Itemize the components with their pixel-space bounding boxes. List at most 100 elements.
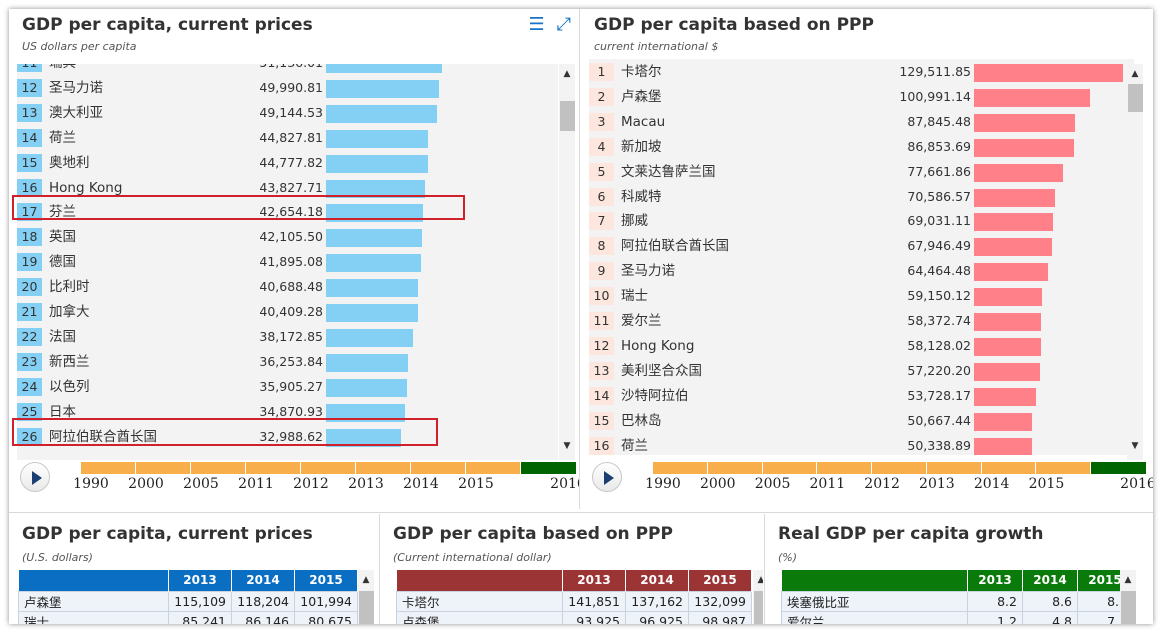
list-item[interactable]: 8 阿拉伯联合酋长国 67,946.49 <box>589 235 1134 259</box>
table-row[interactable]: 瑞士 85,241 86,146 80,675 <box>18 610 358 624</box>
scroll-up-icon[interactable]: ▲ <box>1131 69 1139 79</box>
table-scrollbar[interactable]: ▲ <box>358 570 374 624</box>
timeline-segment[interactable] <box>466 462 521 474</box>
scroll-up-icon[interactable]: ▲ <box>362 575 370 585</box>
list-item[interactable]: 12 Hong Kong 58,128.02 <box>589 335 1134 359</box>
year-column-header[interactable]: 2015 <box>294 570 358 591</box>
timeline-segment[interactable] <box>356 462 411 474</box>
year-column-header[interactable]: 2014 <box>1022 570 1078 591</box>
year-column-header[interactable]: 2013 <box>562 570 626 591</box>
list-item[interactable]: 20 比利时 40,688.48 <box>17 276 558 300</box>
list-item[interactable]: 21 加拿大 40,409.28 <box>17 301 558 325</box>
list-item[interactable]: 14 沙特阿拉伯 53,728.17 <box>589 385 1134 409</box>
list-item[interactable]: 4 新加坡 86,853.69 <box>589 136 1134 160</box>
timeline-year-label[interactable]: 2005 <box>754 476 791 492</box>
table-scrollbar[interactable]: ▲ <box>753 570 763 624</box>
timeline-year-label[interactable]: 2000 <box>699 476 736 492</box>
timeline-year-label[interactable]: 2011 <box>809 476 846 492</box>
year-column-header[interactable]: 2015 <box>688 570 752 591</box>
timeline-segment[interactable] <box>246 462 301 474</box>
list-item[interactable]: 26 阿拉伯联合酋长国 32,988.62 <box>17 426 558 450</box>
timeline-segment[interactable] <box>817 462 873 474</box>
list-item[interactable]: 11 爱尔兰 58,372.74 <box>589 310 1134 334</box>
scroll-up-icon[interactable]: ▲ <box>563 69 571 79</box>
timeline-year-label[interactable]: 2013 <box>919 476 955 492</box>
timeline-segment[interactable] <box>81 462 136 474</box>
scroll-thumb[interactable] <box>359 591 374 624</box>
fullscreen-icon[interactable]: ⤢ <box>556 14 571 35</box>
timeline-segment[interactable] <box>653 462 708 474</box>
table-row[interactable]: 卢森堡 93,925 96,925 98,987 <box>396 610 752 624</box>
table-row[interactable]: 埃塞俄比亚 8.2 8.6 8.5 <box>781 590 1133 612</box>
timeline-year-label[interactable]: 2014 <box>973 476 1010 492</box>
timeline-year-label[interactable]: 2012 <box>293 476 329 492</box>
list-item[interactable]: 11 瑞典 51,136.01 <box>17 64 558 76</box>
play-icon[interactable] <box>20 462 50 492</box>
scroll-down-icon[interactable]: ▼ <box>563 441 571 451</box>
list-item[interactable]: 3 Macau 87,845.48 <box>589 111 1134 135</box>
timeline-year-label[interactable]: 2005 <box>183 476 219 492</box>
list-item[interactable]: 18 英国 42,105.50 <box>17 226 558 250</box>
list-item[interactable]: 22 法国 38,172.85 <box>17 326 558 350</box>
year-column-header[interactable]: 2013 <box>168 570 232 591</box>
list-item[interactable]: 19 德国 41,895.08 <box>17 251 558 275</box>
timeline-segment[interactable] <box>301 462 356 474</box>
table-row[interactable]: 卡塔尔 141,851 137,162 132,099 <box>396 590 752 612</box>
timeline-year-label[interactable]: 2012 <box>864 476 900 492</box>
scroll-thumb[interactable] <box>1128 84 1143 112</box>
scroll-thumb[interactable] <box>560 101 575 131</box>
timeline-year-label[interactable]: 2015 <box>1028 476 1065 492</box>
scroll-thumb[interactable] <box>754 591 763 624</box>
list-item[interactable]: 23 新西兰 36,253.84 <box>17 351 558 375</box>
timeline-year-label[interactable]: 2016 <box>1120 476 1153 492</box>
timeline-segment[interactable] <box>1091 462 1146 474</box>
list-item[interactable]: 9 圣马力诺 64,464.48 <box>589 260 1134 284</box>
list-item[interactable]: 13 美利坚合众国 57,220.20 <box>589 360 1134 384</box>
scroll-up-icon[interactable]: ▲ <box>1124 575 1132 585</box>
timeline-year-label[interactable]: 2015 <box>458 476 494 492</box>
timeline-segment[interactable] <box>872 462 927 474</box>
list-item[interactable]: 13 澳大利亚 49,144.53 <box>17 102 558 126</box>
timeline-year-label[interactable]: 2016 <box>550 476 579 492</box>
list-item[interactable]: 16 荷兰 50,338.89 <box>589 435 1134 455</box>
list-item[interactable]: 6 科威特 70,586.57 <box>589 186 1134 210</box>
list-item[interactable]: 1 卡塔尔 129,511.85 <box>589 61 1134 85</box>
play-icon[interactable] <box>592 462 622 492</box>
list-item[interactable]: 14 荷兰 44,827.81 <box>17 127 558 151</box>
timeline-year-label[interactable]: 2014 <box>403 476 439 492</box>
timeline-segment[interactable] <box>136 462 191 474</box>
timeline-year-label[interactable]: 2000 <box>128 476 164 492</box>
list-item[interactable]: 10 瑞士 59,150.12 <box>589 285 1134 309</box>
list-item[interactable]: 15 巴林岛 50,667.44 <box>589 410 1134 434</box>
timeline-segment[interactable] <box>762 462 818 474</box>
scroll-thumb[interactable] <box>1121 591 1136 624</box>
ranking-list[interactable]: 1 卡塔尔 129,511.85 2 卢森堡 100,991.14 3 Macau 87,845… <box>589 59 1134 455</box>
table-row[interactable]: 爱尔兰 1.2 4.8 7.3 <box>781 610 1133 624</box>
timeline-segment[interactable] <box>926 462 982 474</box>
list-item[interactable]: 25 日本 34,870.93 <box>17 401 558 425</box>
timeline-year-label[interactable]: 2013 <box>348 476 384 492</box>
list-item[interactable]: 7 挪威 69,031.11 <box>589 210 1134 234</box>
year-column-header[interactable]: 2014 <box>231 570 295 591</box>
timeline-year-label[interactable]: 1990 <box>73 476 109 492</box>
timeline-segment[interactable] <box>1036 462 1092 474</box>
list-scrollbar[interactable]: ▲ ▼ <box>559 64 575 460</box>
list-item[interactable]: 5 文莱达鲁萨兰国 77,661.86 <box>589 161 1134 185</box>
list-item[interactable]: 17 芬兰 42,654.18 <box>17 201 558 225</box>
ranking-list[interactable]: 11 瑞典 51,136.01 12 圣马力诺 49,990.81 13 澳大利亚 49,144… <box>17 64 558 460</box>
timeline-segment[interactable] <box>411 462 466 474</box>
list-item[interactable]: 12 圣马力诺 49,990.81 <box>17 77 558 101</box>
timeline-segment[interactable] <box>981 462 1037 474</box>
menu-icon[interactable]: ☰ <box>528 14 545 35</box>
list-item[interactable]: 2 卢森堡 100,991.14 <box>589 86 1134 110</box>
year-timeline[interactable] <box>653 462 1146 474</box>
list-scrollbar[interactable]: ▲ ▼ <box>1127 64 1143 460</box>
timeline-segment[interactable] <box>707 462 763 474</box>
table-row[interactable]: 卢森堡 115,109 118,204 101,994 <box>18 590 358 612</box>
list-item[interactable]: 16 Hong Kong 43,827.71 <box>17 177 558 201</box>
list-item[interactable]: 15 奥地利 44,777.82 <box>17 152 558 176</box>
timeline-year-label[interactable]: 2011 <box>238 476 274 492</box>
year-column-header[interactable]: 2013 <box>967 570 1023 591</box>
year-column-header[interactable]: 2014 <box>625 570 689 591</box>
list-item[interactable]: 24 以色列 35,905.27 <box>17 376 558 400</box>
